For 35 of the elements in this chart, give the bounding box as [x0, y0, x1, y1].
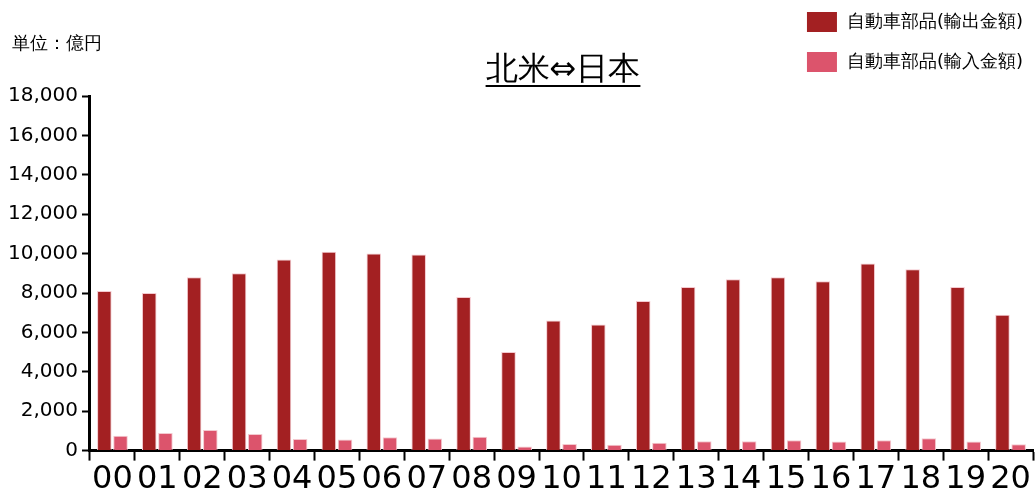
y-tick-label: 0 — [65, 436, 78, 461]
x-tick-label: 16 — [810, 458, 852, 497]
x-tick-label: 05 — [316, 458, 358, 497]
x-tick-label: 14 — [720, 458, 762, 497]
legend-label: 自動車部品(輸出金額) — [846, 9, 1023, 31]
x-tick-label: 00 — [92, 458, 133, 497]
y-tick-label: 2,000 — [20, 397, 78, 422]
y-tick-label: 16,000 — [8, 121, 78, 146]
x-tick-label: 09 — [496, 458, 537, 497]
y-tick-label: 6,000 — [20, 318, 78, 343]
legend-label: 自動車部品(輸入金額) — [846, 49, 1023, 71]
x-tick-label: 15 — [765, 458, 807, 497]
x-tick-label: 08 — [451, 458, 493, 497]
x-tick-label: 18 — [900, 458, 942, 497]
x-tick-label: 13 — [675, 458, 717, 497]
y-tick-label: 10,000 — [8, 239, 78, 264]
x-tick-label: 20 — [990, 458, 1031, 497]
y-tick-label: 18,000 — [8, 82, 78, 107]
y-tick-label: 14,000 — [8, 161, 78, 185]
text: 単位：億円 — [12, 31, 102, 53]
chart-title: 北米⇔日本 — [485, 49, 641, 87]
x-tick-label: 19 — [945, 458, 986, 497]
x-tick-label: 10 — [541, 458, 582, 497]
x-tick-label: 12 — [630, 458, 672, 497]
x-tick-label: 03 — [226, 458, 268, 497]
y-tick-label: 8,000 — [20, 279, 78, 304]
x-tick-label: 02 — [181, 458, 223, 497]
x-tick-label: 01 — [136, 458, 178, 497]
x-tick-label: 06 — [361, 458, 403, 497]
x-tick-label: 07 — [406, 458, 448, 497]
y-tick-label: 12,000 — [8, 200, 78, 225]
x-tick-label: 04 — [271, 458, 313, 497]
x-tick-label: 11 — [586, 458, 627, 497]
x-tick-label: 17 — [855, 458, 897, 497]
y-tick-label: 4,000 — [20, 358, 78, 382]
